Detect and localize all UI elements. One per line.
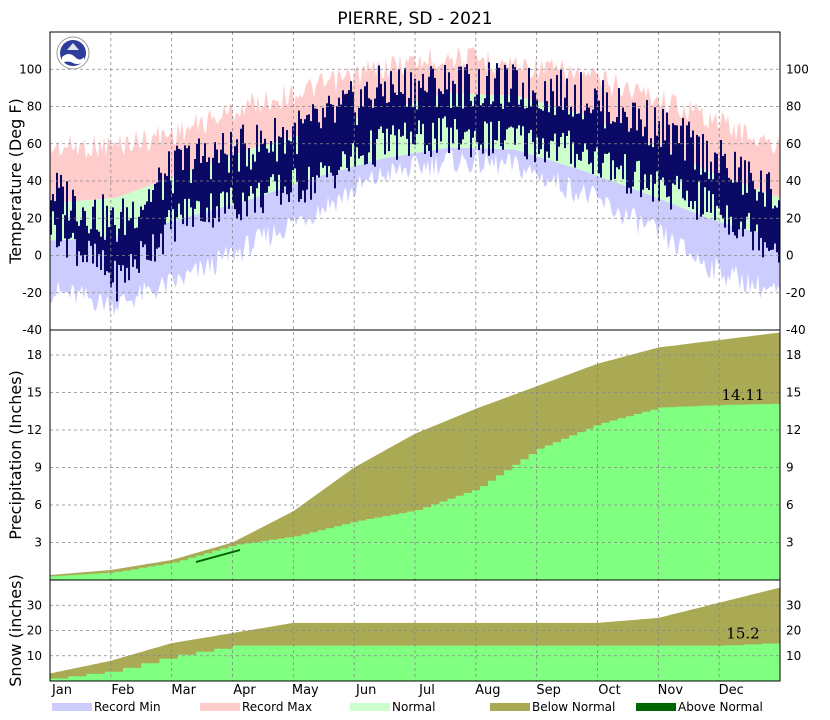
legend-label: Below Normal bbox=[532, 700, 615, 714]
month-label: Apr bbox=[233, 683, 256, 698]
left-tick-label: 10 bbox=[27, 649, 42, 663]
temperature-axis-label: Temperature (Deg F) bbox=[6, 98, 25, 265]
left-tick-label: 12 bbox=[27, 423, 42, 437]
right-tick-label: 9 bbox=[786, 461, 794, 475]
legend-label: Record Min bbox=[94, 700, 161, 714]
legend-label: Normal bbox=[392, 700, 435, 714]
month-label: Jun bbox=[355, 683, 376, 698]
right-tick-label: 20 bbox=[786, 211, 801, 225]
plot-frame bbox=[49, 31, 781, 682]
chart-title: PIERRE, SD - 2021 bbox=[337, 9, 492, 29]
left-tick-label: -40 bbox=[22, 323, 42, 337]
left-tick-label: 15 bbox=[27, 386, 42, 400]
right-tick-label: 80 bbox=[786, 100, 801, 114]
precipitation-total-label: 14.11 bbox=[722, 386, 765, 404]
right-tick-label: 20 bbox=[786, 624, 801, 638]
legend-label: Above Normal bbox=[678, 700, 763, 714]
month-label: Feb bbox=[111, 683, 134, 698]
noaa-logo bbox=[56, 36, 90, 70]
snow-axis-label: Snow (inches) bbox=[6, 574, 25, 686]
month-label: Sep bbox=[536, 683, 561, 698]
right-tick-label: -40 bbox=[786, 323, 806, 337]
right-tick-label: 100 bbox=[786, 62, 809, 76]
month-label: May bbox=[292, 683, 319, 698]
left-tick-label: 30 bbox=[27, 598, 42, 612]
month-label: Jan bbox=[51, 683, 72, 698]
precip-above-normal-sliver bbox=[196, 549, 240, 563]
right-tick-label: 40 bbox=[786, 174, 801, 188]
legend-swatch bbox=[350, 703, 390, 711]
left-tick-label: 18 bbox=[27, 348, 42, 362]
right-tick-label: 30 bbox=[786, 598, 801, 612]
right-tick-label: 18 bbox=[786, 348, 801, 362]
legend-label: Record Max bbox=[242, 700, 312, 714]
left-tick-label: 20 bbox=[27, 624, 42, 638]
precipitation-axis-label: Precipitation (Inches) bbox=[6, 370, 25, 540]
left-tick-label: 80 bbox=[27, 100, 42, 114]
month-label: Mar bbox=[171, 683, 196, 698]
right-tick-label: 60 bbox=[786, 137, 801, 151]
observed-temperature-bars bbox=[50, 62, 780, 302]
left-tick-label: 0 bbox=[34, 249, 42, 263]
month-label: Aug bbox=[475, 683, 500, 698]
month-label: Dec bbox=[719, 683, 744, 698]
right-tick-label: 3 bbox=[786, 536, 794, 550]
legend-swatch bbox=[52, 703, 92, 711]
left-tick-label: 6 bbox=[34, 498, 42, 512]
right-tick-label: 6 bbox=[786, 498, 794, 512]
right-tick-label: 12 bbox=[786, 423, 801, 437]
right-tick-label: 10 bbox=[786, 649, 801, 663]
month-label: Oct bbox=[598, 683, 620, 698]
left-tick-label: 40 bbox=[27, 174, 42, 188]
right-tick-label: 0 bbox=[786, 249, 794, 263]
legend-swatch bbox=[490, 703, 530, 711]
legend-swatch bbox=[200, 703, 240, 711]
left-tick-label: 3 bbox=[34, 536, 42, 550]
left-tick-label: 100 bbox=[19, 62, 42, 76]
legend: Record Min Record Max Normal Below Normal Ab… bbox=[52, 700, 763, 714]
legend-swatch bbox=[636, 703, 676, 711]
snow-total-label: 15.2 bbox=[726, 625, 759, 643]
right-tick-label: 15 bbox=[786, 386, 801, 400]
left-tick-label: 9 bbox=[34, 461, 42, 475]
month-label: Nov bbox=[658, 683, 684, 698]
left-tick-label: -20 bbox=[22, 286, 42, 300]
right-tick-label: -20 bbox=[786, 286, 806, 300]
month-label: Jul bbox=[418, 683, 435, 698]
left-tick-label: 60 bbox=[27, 137, 42, 151]
left-tick-label: 20 bbox=[27, 211, 42, 225]
